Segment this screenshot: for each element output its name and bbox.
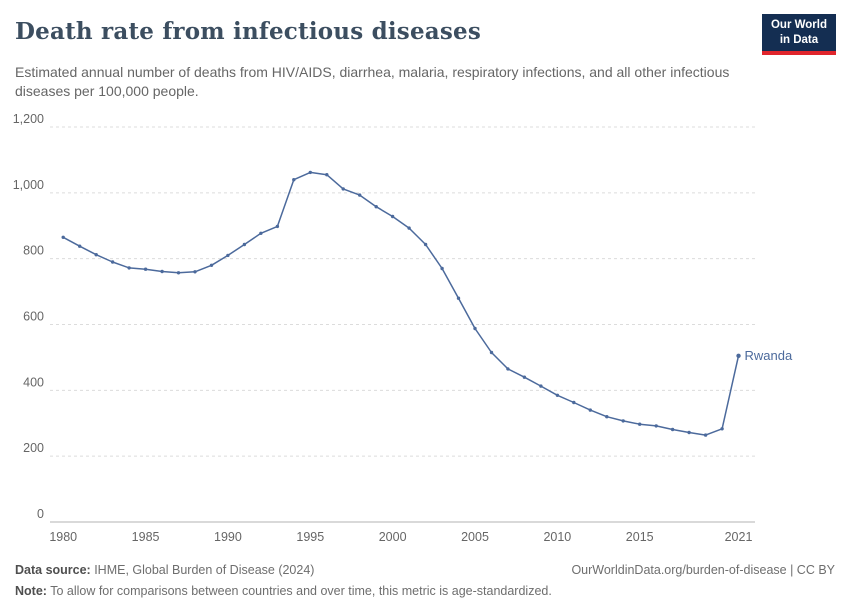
data-point [61,235,65,240]
series-end-label: Rwanda [745,348,793,363]
data-point [308,170,312,175]
series-line [62,171,740,436]
x-axis-tick-label: 2021 [725,530,753,544]
data-point [703,433,708,437]
y-axis-tick-label: 1,200 [13,112,44,126]
data-point [440,266,444,271]
data-point [638,422,642,426]
data-point [670,427,675,432]
data-point [94,253,98,257]
x-axis-tick-label: 1985 [132,530,160,544]
data-point [242,242,247,247]
data-point [275,224,280,229]
data-point [78,244,82,248]
data-point [506,367,510,371]
line-chart: 0 200 400 600 800 1,000 1,200 1980 1985 1990 1995 2… [0,102,850,557]
y-axis-tick-label: 600 [23,310,44,324]
data-point [621,419,625,423]
data-point [143,267,148,271]
note-text: To allow for comparisons between countri… [46,583,552,598]
data-point [160,269,164,274]
y-axis-tick-label: 0 [37,507,44,521]
data-point [341,187,345,191]
logo-text-line2: in Data [779,33,819,46]
chart-footer: Data source: IHME, Global Burden of Dise… [0,557,850,600]
data-point [176,271,181,275]
y-axis-tick-label: 1,000 [13,178,44,192]
data-point [423,242,428,247]
owid-logo: Our World in Data [761,14,836,55]
data-point [127,266,131,270]
x-axis-tick-label: 2000 [379,530,407,544]
note-label: Note: [15,583,47,598]
x-axis-tick-label: 1995 [296,530,324,544]
data-point [654,424,658,428]
x-axis-tick-label: 1990 [214,530,242,544]
data-point [572,400,576,405]
page-title: Death rate from infectious diseases [15,18,482,45]
series-end-point [736,353,741,359]
data-point [605,415,609,419]
y-axis-tick-label: 400 [23,375,44,389]
data-point [473,326,477,331]
data-point [259,231,263,236]
data-source-label: Data source: [15,562,91,577]
data-point [226,253,230,258]
data-point [390,214,395,219]
data-point [292,178,296,182]
footer-note: Note: To allow for comparisons between c… [15,582,835,600]
data-point [522,375,527,379]
y-axis-tick-label: 800 [23,244,44,258]
chart-canvas: 0 200 400 600 800 1,000 1,200 1980 1985 1990 1995 2… [13,112,793,544]
data-point [374,205,378,209]
data-point [193,270,197,274]
logo-text-line1: Our World [770,19,827,31]
data-point [539,384,543,388]
data-point [325,173,329,177]
x-axis-tick-label: 1980 [49,530,77,544]
data-point [209,263,214,268]
x-axis-tick-label: 2005 [461,530,489,544]
data-point [489,350,494,355]
data-point [555,393,560,398]
data-point [687,430,691,435]
data-point [407,226,411,230]
data-point [720,427,724,431]
data-source-text: IHME, Global Burden of Disease (2024) [90,562,315,577]
x-axis-tick-label: 2010 [543,530,571,544]
y-axis-tick-label: 200 [23,441,44,455]
chart-subtitle: Estimated annual number of deaths from H… [15,63,730,100]
owid-url-link[interactable]: OurWorldinData.org/burden-of-disease | C… [571,562,835,577]
data-point [358,193,362,197]
data-point [588,408,592,412]
data-point [110,260,115,264]
chart-header: Death rate from infectious diseases Our … [0,0,850,102]
x-axis-tick-label: 2015 [626,530,654,544]
data-point [456,296,461,300]
data-source: Data source: IHME, Global Burden of Dise… [15,561,314,579]
